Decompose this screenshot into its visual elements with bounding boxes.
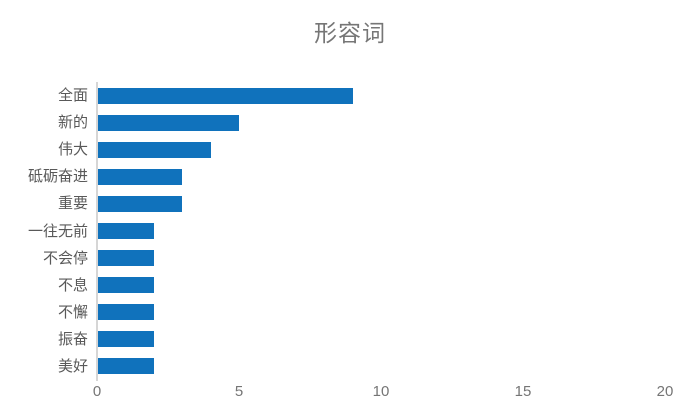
bar: [97, 250, 154, 267]
x-axis-ticks: 0 5 10 15 20: [0, 384, 700, 404]
bar-track: [97, 109, 665, 136]
bar: [97, 87, 353, 104]
x-tick-label: 15: [514, 383, 532, 400]
chart-row: 砥砺奋进: [0, 163, 665, 190]
chart-row: 不息: [0, 272, 665, 299]
chart-row: 全面: [0, 82, 665, 109]
category-label: 不会停: [42, 249, 88, 267]
bar: [97, 358, 154, 375]
bar: [97, 331, 154, 348]
bar-track: [97, 163, 665, 190]
bar-track: [97, 190, 665, 217]
bar-track: [97, 136, 665, 163]
x-tick-label: 5: [234, 383, 244, 400]
category-label: 砥砺奋进: [27, 168, 88, 186]
category-label: 不息: [57, 276, 88, 294]
bar: [97, 223, 154, 240]
plot-area: 全面新的伟大砥砺奋进重要一往无前不会停不息不懈振奋美好: [0, 82, 665, 380]
category-label: 伟大: [57, 141, 88, 159]
chart-row: 伟大: [0, 136, 665, 163]
bar-track: [97, 353, 665, 380]
category-label: 全面: [57, 87, 88, 105]
category-label: 不懈: [57, 303, 88, 321]
chart-row: 美好: [0, 353, 665, 380]
x-tick-label: 20: [656, 383, 674, 400]
chart-row: 不懈: [0, 299, 665, 326]
bar: [97, 168, 183, 185]
bar-track: [97, 245, 665, 272]
bar-track: [97, 272, 665, 299]
x-tick-label: 0: [92, 383, 102, 400]
x-tick-label: 10: [372, 383, 390, 400]
bar-track: [97, 326, 665, 353]
bar: [97, 114, 239, 131]
category-label: 新的: [57, 114, 88, 132]
category-label: 重要: [57, 195, 88, 213]
category-axis-line: [96, 82, 98, 381]
bar-track: [97, 217, 665, 244]
bar: [97, 304, 154, 321]
chart-row: 新的: [0, 109, 665, 136]
chart-row: 不会停: [0, 245, 665, 272]
chart-row: 重要: [0, 190, 665, 217]
bar: [97, 195, 183, 212]
bar-track: [97, 299, 665, 326]
category-label: 振奋: [57, 330, 88, 348]
category-label: 一往无前: [27, 222, 88, 240]
bar: [97, 141, 211, 158]
chart-title: 形容词: [314, 20, 386, 46]
category-label: 美好: [57, 357, 88, 375]
bar: [97, 277, 154, 294]
chart-row: 振奋: [0, 326, 665, 353]
chart-row: 一往无前: [0, 217, 665, 244]
bar-track: [97, 82, 665, 109]
